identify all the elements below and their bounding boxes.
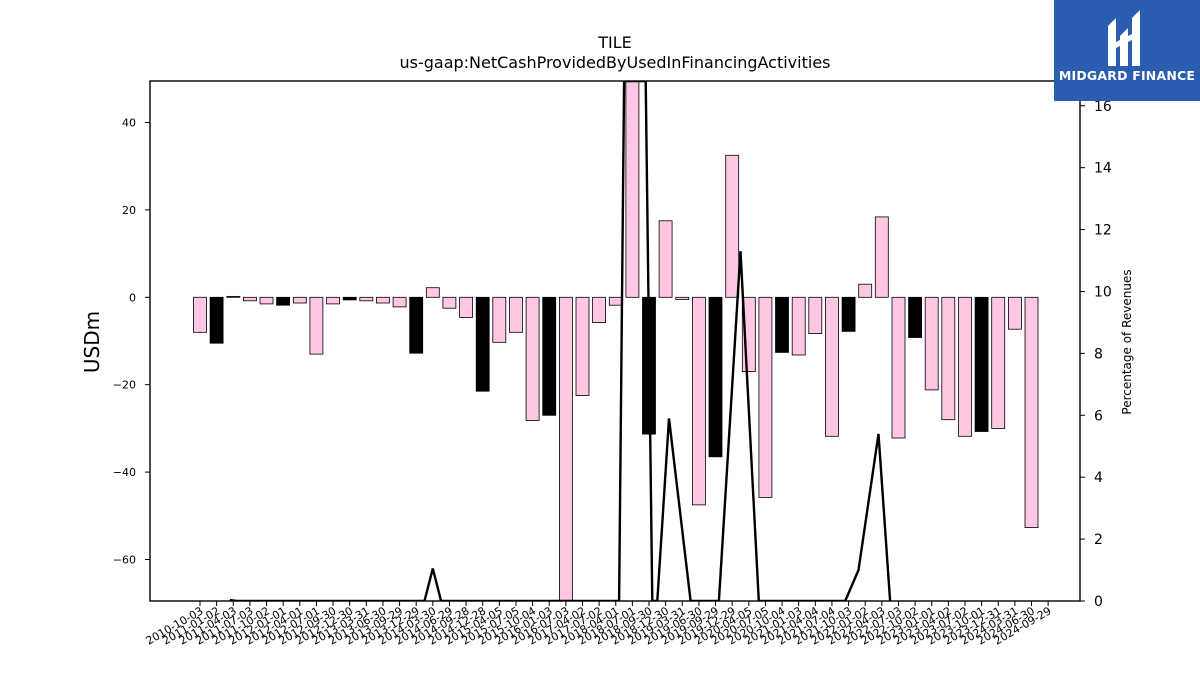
bar [658,220,673,298]
y-axis-label: USDm [80,311,104,373]
bar [559,296,573,601]
line-group [229,81,892,601]
bar [608,296,623,306]
y-tick-label: −60 [113,553,136,566]
brand-logo: MIDGARD FINANCE [1054,0,1200,101]
y-tick-label: 0 [129,291,136,304]
axes-group: 40200−20−40−6002468101214162010-10-03201… [113,80,1112,648]
y2-tick-label: 0 [1094,594,1103,610]
bar [991,296,1006,429]
bar [941,296,956,421]
bar [958,296,972,437]
bar [592,296,606,323]
bar [775,296,789,353]
bar [326,296,340,305]
bar [692,296,706,506]
bar [409,296,424,354]
bar [708,296,723,458]
bar [1024,296,1039,528]
revenue-pct-line [229,81,892,601]
bar [841,296,856,332]
bar [891,296,906,439]
bar [359,296,374,302]
y2-tick-label: 4 [1094,470,1103,486]
bar [509,296,523,333]
bar [492,296,507,343]
y2-tick-label: 2 [1094,532,1103,548]
y2-tick-label: 8 [1094,346,1103,362]
y2-tick-label: 12 [1094,223,1112,239]
bar [542,296,557,416]
y-tick-label: −20 [113,379,136,392]
bar [292,296,307,304]
bar [193,296,207,333]
y2-tick-label: 14 [1094,161,1112,177]
bar [675,296,690,300]
bar [808,296,823,334]
y2-tick-label: 16 [1094,99,1112,115]
y-tick-label: 20 [122,204,136,217]
midgard-logo-icon [1108,10,1140,66]
bar [974,296,989,432]
logo-text: MIDGARD FINANCE [1058,68,1196,83]
bar [276,296,291,306]
bar [425,287,440,298]
bar [625,81,640,298]
bar [459,296,474,318]
y-tick-label: 40 [122,117,136,130]
chart-title: TILE [597,33,632,52]
bar [242,296,257,302]
bar [475,296,490,392]
bar [525,296,540,421]
y-tick-label: −40 [113,466,136,479]
bar [575,296,590,396]
bar [226,295,241,298]
y2-tick-label: 10 [1094,284,1112,300]
bars-group [193,81,1039,601]
bar [309,296,324,355]
bar [442,296,457,309]
bar [342,296,357,301]
bar [924,296,939,391]
bar [825,296,839,437]
bar [1008,296,1022,330]
bar [874,216,889,298]
bar [908,296,922,338]
bar [259,296,274,305]
bar [791,296,806,356]
bar [858,283,873,298]
chart-subtitle: us-gaap:NetCashProvidedByUsedInFinancing… [399,53,830,72]
bar [725,154,740,298]
bar [758,296,773,498]
y2-axis-label: Percentage of Revenues [1120,269,1134,414]
bar [392,296,407,308]
bar [209,296,224,344]
y2-tick-label: 6 [1094,408,1103,424]
bar [375,296,390,304]
plot-frame [149,80,1081,602]
